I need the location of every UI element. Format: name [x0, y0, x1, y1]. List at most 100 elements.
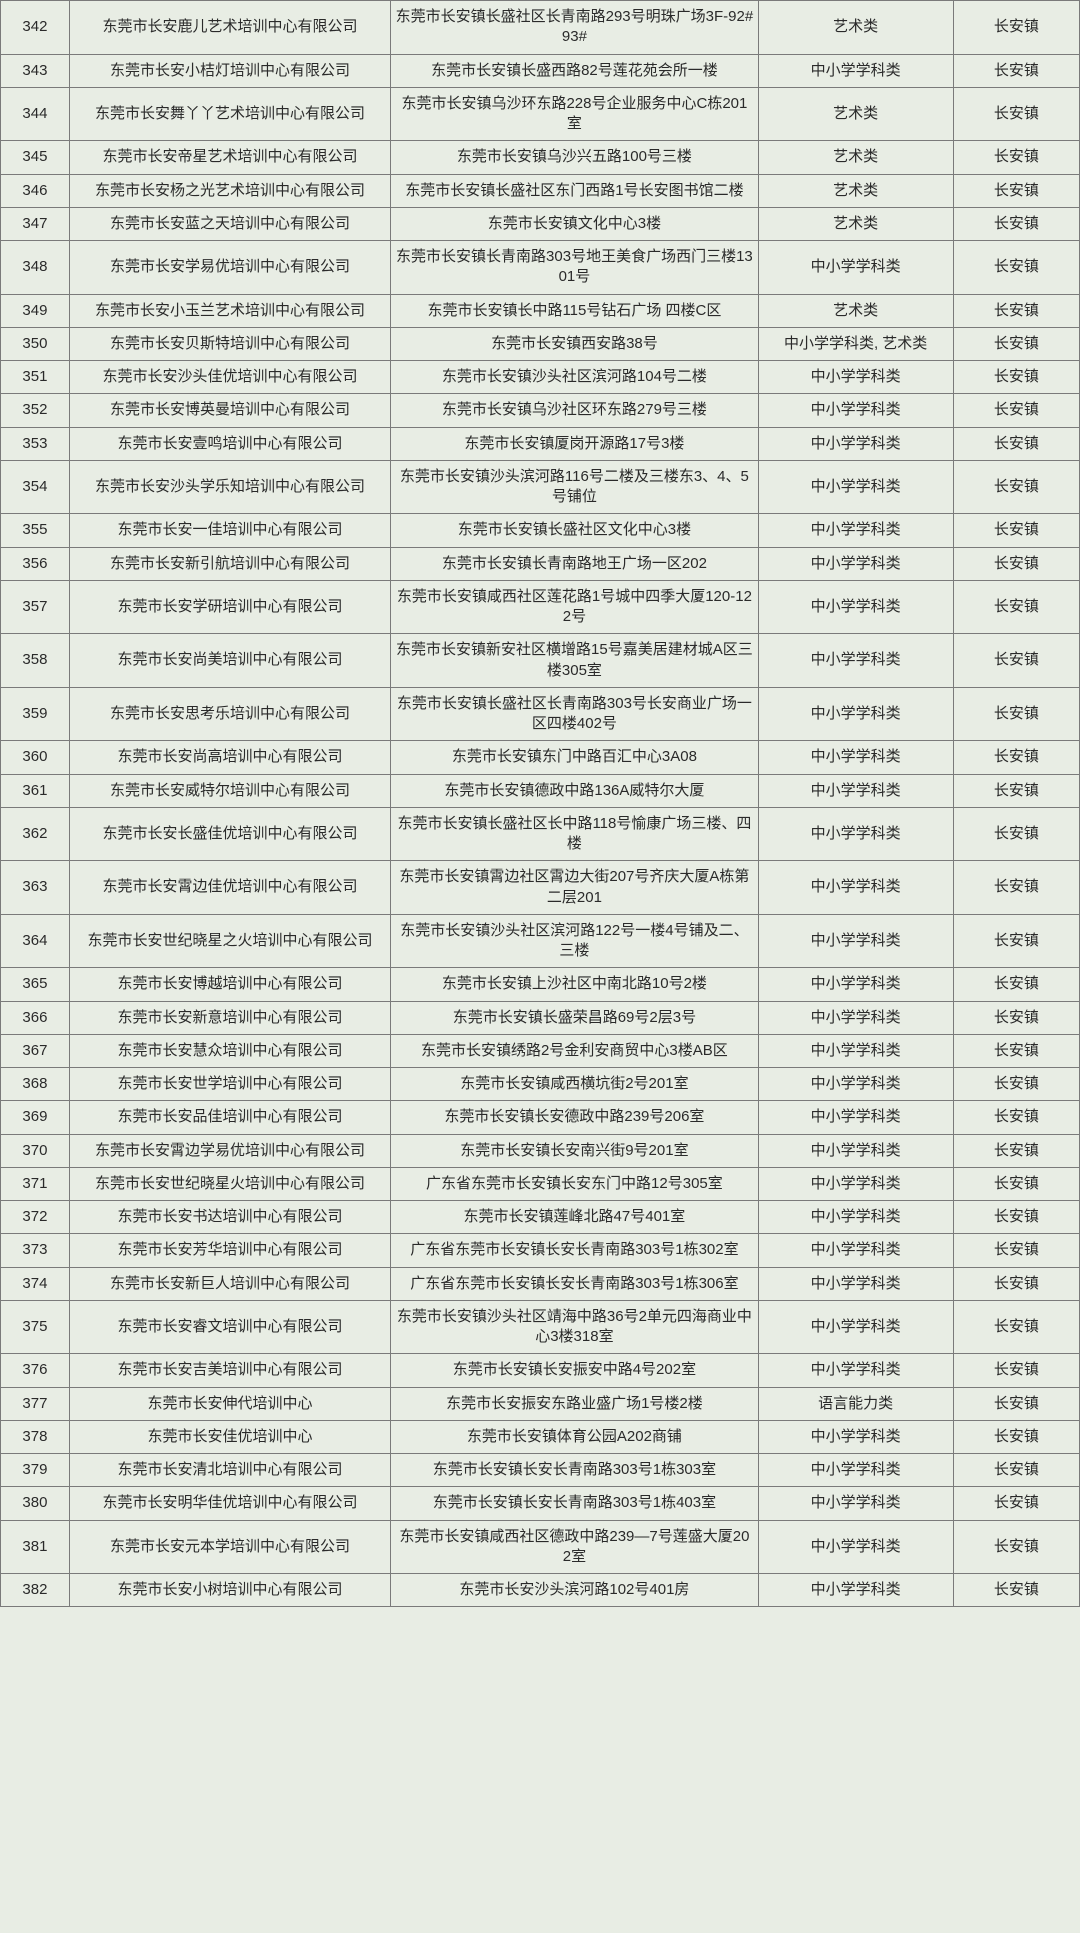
table-cell: 中小学学科类 — [758, 241, 953, 295]
table-cell: 中小学学科类 — [758, 514, 953, 547]
table-row: 366东莞市长安新意培训中心有限公司东莞市长安镇长盛荣昌路69号2层3号中小学学… — [1, 1001, 1080, 1034]
table-cell: 366 — [1, 1001, 70, 1034]
table-cell: 东莞市长安品佳培训中心有限公司 — [69, 1101, 390, 1134]
table-row: 344东莞市长安舞丫丫艺术培训中心有限公司东莞市长安镇乌沙环东路228号企业服务… — [1, 87, 1080, 141]
table-row: 374东莞市长安新巨人培训中心有限公司广东省东莞市长安镇长安长青南路303号1栋… — [1, 1267, 1080, 1300]
table-cell: 东莞市长安镇东门中路百汇中心3A08 — [391, 741, 758, 774]
table-cell: 353 — [1, 427, 70, 460]
table-cell: 371 — [1, 1167, 70, 1200]
table-cell: 东莞市长安镇长盛荣昌路69号2层3号 — [391, 1001, 758, 1034]
table-cell: 东莞市长安镇沙头滨河路116号二楼及三楼东3、4、5号铺位 — [391, 460, 758, 514]
table-cell: 东莞市长安镇咸西横坑街2号201室 — [391, 1068, 758, 1101]
table-row: 363东莞市长安霄边佳优培训中心有限公司东莞市长安镇霄边社区霄边大街207号齐庆… — [1, 861, 1080, 915]
table-cell: 东莞市长安镇长安长青南路303号1栋403室 — [391, 1487, 758, 1520]
table-cell: 东莞市长安芳华培训中心有限公司 — [69, 1234, 390, 1267]
table-cell: 东莞市长安镇体育公园A202商铺 — [391, 1420, 758, 1453]
table-row: 360东莞市长安尚高培训中心有限公司东莞市长安镇东门中路百汇中心3A08中小学学… — [1, 741, 1080, 774]
table-cell: 东莞市长安书达培训中心有限公司 — [69, 1201, 390, 1234]
table-cell: 东莞市长安镇长盛社区东门西路1号长安图书馆二楼 — [391, 174, 758, 207]
table-row: 377东莞市长安伸代培训中心东莞市长安振安东路业盛广场1号楼2楼语言能力类长安镇 — [1, 1387, 1080, 1420]
table-cell: 东莞市长安镇乌沙环东路228号企业服务中心C栋201室 — [391, 87, 758, 141]
table-cell: 中小学学科类 — [758, 1520, 953, 1574]
table-cell: 381 — [1, 1520, 70, 1574]
table-cell: 中小学学科类 — [758, 460, 953, 514]
table-cell: 长安镇 — [953, 807, 1079, 861]
table-cell: 东莞市长安镇长青南路地王广场一区202 — [391, 547, 758, 580]
table-cell: 长安镇 — [953, 87, 1079, 141]
table-cell: 中小学学科类 — [758, 687, 953, 741]
table-cell: 艺术类 — [758, 207, 953, 240]
table-cell: 356 — [1, 547, 70, 580]
table-cell: 东莞市长安镇沙头社区滨河路122号一楼4号铺及二、三楼 — [391, 914, 758, 968]
table-cell: 东莞市长安尚高培训中心有限公司 — [69, 741, 390, 774]
table-cell: 长安镇 — [953, 1167, 1079, 1200]
table-cell: 东莞市长安镇霄边社区霄边大街207号齐庆大厦A栋第二层201 — [391, 861, 758, 915]
table-cell: 艺术类 — [758, 141, 953, 174]
table-cell: 中小学学科类 — [758, 394, 953, 427]
table-cell: 358 — [1, 634, 70, 688]
table-cell: 长安镇 — [953, 1101, 1079, 1134]
table-cell: 长安镇 — [953, 361, 1079, 394]
table-cell: 350 — [1, 327, 70, 360]
table-cell: 东莞市长安镇新安社区横增路15号嘉美居建材城A区三楼305室 — [391, 634, 758, 688]
table-cell: 东莞市长安思考乐培训中心有限公司 — [69, 687, 390, 741]
table-cell: 东莞市长安新意培训中心有限公司 — [69, 1001, 390, 1034]
table-row: 354东莞市长安沙头学乐知培训中心有限公司东莞市长安镇沙头滨河路116号二楼及三… — [1, 460, 1080, 514]
table-cell: 中小学学科类 — [758, 634, 953, 688]
table-cell: 东莞市长安壹鸣培训中心有限公司 — [69, 427, 390, 460]
table-row: 371东莞市长安世纪晓星火培训中心有限公司广东省东莞市长安镇长安东门中路12号3… — [1, 1167, 1080, 1200]
table-cell: 长安镇 — [953, 1420, 1079, 1453]
table-cell: 中小学学科类 — [758, 774, 953, 807]
table-cell: 377 — [1, 1387, 70, 1420]
table-row: 375东莞市长安睿文培训中心有限公司东莞市长安镇沙头社区靖海中路36号2单元四海… — [1, 1300, 1080, 1354]
table-cell: 长安镇 — [953, 1387, 1079, 1420]
table-cell: 373 — [1, 1234, 70, 1267]
table-cell: 378 — [1, 1420, 70, 1453]
table-cell: 中小学学科类 — [758, 1420, 953, 1453]
table-cell: 东莞市长安威特尔培训中心有限公司 — [69, 774, 390, 807]
table-cell: 长安镇 — [953, 241, 1079, 295]
table-row: 380东莞市长安明华佳优培训中心有限公司东莞市长安镇长安长青南路303号1栋40… — [1, 1487, 1080, 1520]
table-cell: 长安镇 — [953, 914, 1079, 968]
table-cell: 367 — [1, 1034, 70, 1067]
table-cell: 东莞市长安世纪晓星之火培训中心有限公司 — [69, 914, 390, 968]
table-cell: 中小学学科类 — [758, 1454, 953, 1487]
table-cell: 长安镇 — [953, 207, 1079, 240]
table-cell: 东莞市长安沙头滨河路102号401房 — [391, 1574, 758, 1607]
table-cell: 长安镇 — [953, 460, 1079, 514]
table-cell: 东莞市长安镇咸西社区莲花路1号城中四季大厦120-122号 — [391, 580, 758, 634]
table-cell: 东莞市长安世学培训中心有限公司 — [69, 1068, 390, 1101]
table-cell: 345 — [1, 141, 70, 174]
table-cell: 长安镇 — [953, 1454, 1079, 1487]
table-row: 342东莞市长安鹿儿艺术培训中心有限公司东莞市长安镇长盛社区长青南路293号明珠… — [1, 1, 1080, 55]
table-row: 349东莞市长安小玉兰艺术培训中心有限公司东莞市长安镇长中路115号钻石广场 四… — [1, 294, 1080, 327]
table-row: 359东莞市长安思考乐培训中心有限公司东莞市长安镇长盛社区长青南路303号长安商… — [1, 687, 1080, 741]
table-cell: 348 — [1, 241, 70, 295]
training-centers-table: 342东莞市长安鹿儿艺术培训中心有限公司东莞市长安镇长盛社区长青南路293号明珠… — [0, 0, 1080, 1607]
table-cell: 362 — [1, 807, 70, 861]
table-cell: 长安镇 — [953, 1300, 1079, 1354]
table-row: 345东莞市长安帝星艺术培训中心有限公司东莞市长安镇乌沙兴五路100号三楼艺术类… — [1, 141, 1080, 174]
table-cell: 中小学学科类 — [758, 1201, 953, 1234]
table-cell: 长安镇 — [953, 54, 1079, 87]
table-cell: 东莞市长安清北培训中心有限公司 — [69, 1454, 390, 1487]
table-cell: 中小学学科类 — [758, 1487, 953, 1520]
table-cell: 368 — [1, 1068, 70, 1101]
table-cell: 长安镇 — [953, 1134, 1079, 1167]
table-cell: 东莞市长安小玉兰艺术培训中心有限公司 — [69, 294, 390, 327]
table-cell: 中小学学科类 — [758, 580, 953, 634]
table-row: 347东莞市长安蓝之天培训中心有限公司东莞市长安镇文化中心3楼艺术类长安镇 — [1, 207, 1080, 240]
table-row: 367东莞市长安慧众培训中心有限公司东莞市长安镇绣路2号金利安商贸中心3楼AB区… — [1, 1034, 1080, 1067]
table-cell: 东莞市长安镇文化中心3楼 — [391, 207, 758, 240]
table-row: 369东莞市长安品佳培训中心有限公司东莞市长安镇长安德政中路239号206室中小… — [1, 1101, 1080, 1134]
table-row: 379东莞市长安清北培训中心有限公司东莞市长安镇长安长青南路303号1栋303室… — [1, 1454, 1080, 1487]
table-cell: 343 — [1, 54, 70, 87]
table-cell: 东莞市长安霄边佳优培训中心有限公司 — [69, 861, 390, 915]
table-cell: 长安镇 — [953, 774, 1079, 807]
table-cell: 东莞市长安睿文培训中心有限公司 — [69, 1300, 390, 1354]
table-cell: 艺术类 — [758, 1, 953, 55]
table-cell: 长安镇 — [953, 1520, 1079, 1574]
table-row: 378东莞市长安佳优培训中心东莞市长安镇体育公园A202商铺中小学学科类长安镇 — [1, 1420, 1080, 1453]
table-cell: 东莞市长安镇沙头社区滨河路104号二楼 — [391, 361, 758, 394]
table-cell: 长安镇 — [953, 687, 1079, 741]
